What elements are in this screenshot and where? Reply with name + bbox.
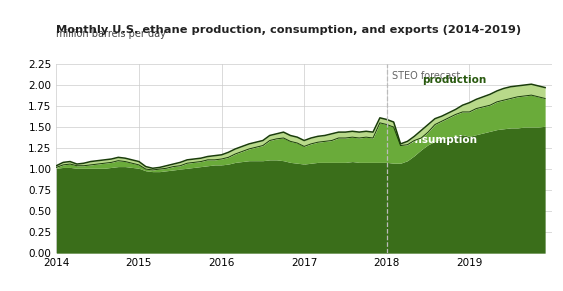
Text: million barrels per day: million barrels per day (56, 29, 166, 39)
Text: STEO forecast: STEO forecast (392, 71, 460, 81)
Text: Monthly U.S. ethane production, consumption, and exports (2014-2019): Monthly U.S. ethane production, consumpt… (56, 26, 521, 36)
Text: consumption: consumption (401, 135, 477, 145)
Text: exports: exports (441, 94, 486, 104)
Text: production: production (422, 75, 486, 85)
